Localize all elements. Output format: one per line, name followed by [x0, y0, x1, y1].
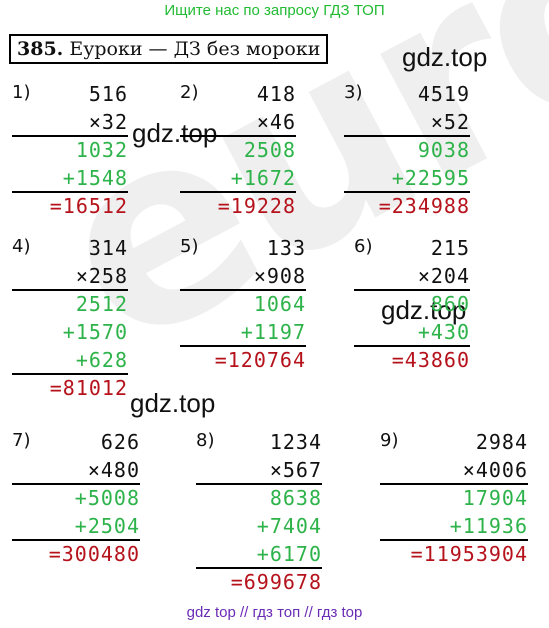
watermark-4: gdz.top [130, 388, 216, 418]
result: =11953904 [410, 542, 528, 566]
partial-product: +6170 [256, 542, 322, 566]
product-line [380, 483, 528, 485]
partial-product: 17904 [462, 486, 528, 510]
top-banner: Ищите нас по запросу ГДЗ ТОП [164, 2, 385, 19]
sum-line [344, 191, 470, 193]
partial-product: +1672 [230, 166, 296, 190]
partial-product: +2504 [74, 514, 140, 538]
problem-label: 4) [12, 236, 31, 257]
problem-3: 3) 4519 ×52 9038 +22595 =234988 [344, 80, 470, 220]
partial-product: 2508 [243, 138, 296, 162]
result: =699678 [230, 570, 322, 594]
partial-product: 1064 [253, 292, 306, 316]
sum-line [12, 373, 128, 375]
problem-label: 3) [344, 82, 363, 103]
product-line [12, 289, 128, 291]
problem-9: 9) 2984 ×4006 17904 +11936 =11953904 [380, 428, 528, 568]
partial-product: 2512 [75, 292, 128, 316]
result: =16512 [49, 194, 128, 218]
multiplicand: 2984 [475, 430, 528, 454]
sum-line [354, 345, 470, 347]
problem-5: 5) 133 ×908 1064 +1197 =120764 [180, 234, 306, 374]
partial-product: +5008 [74, 486, 140, 510]
problem-label: 6) [354, 236, 373, 257]
product-line [12, 135, 128, 137]
exercise-header: 385. Еуроки — ДЗ без мороки [9, 34, 329, 64]
partial-product: +22595 [391, 166, 470, 190]
product-line [196, 483, 322, 485]
partial-product: 8638 [269, 486, 322, 510]
problem-7: 7) 626 ×480 +5008 +2504 =300480 [12, 428, 140, 568]
result: =19228 [217, 194, 296, 218]
multiplicand: 1234 [269, 430, 322, 454]
partial-product: +1548 [62, 166, 128, 190]
multiplicand: 133 [266, 236, 306, 260]
watermark-2: gdz.top [402, 42, 488, 72]
product-line [12, 483, 140, 485]
partial-product: +628 [75, 348, 128, 372]
multiplier: ×32 [88, 110, 128, 134]
problem-label: 8) [196, 430, 215, 451]
product-line [180, 135, 296, 137]
sum-line [180, 191, 296, 193]
problem-label: 5) [180, 236, 199, 257]
partial-product: 1032 [75, 138, 128, 162]
result: =120764 [214, 348, 306, 372]
product-line [180, 289, 306, 291]
result: =81012 [49, 376, 128, 400]
footer-text: gdz top // гдз топ // гдз top [186, 604, 363, 621]
multiplicand: 516 [88, 82, 128, 106]
multiplicand: 314 [88, 236, 128, 260]
watermark-3: gdz.top [381, 295, 467, 325]
problem-8: 8) 1234 ×567 8638 +7404 +6170 =699678 [196, 428, 322, 598]
multiplier: ×908 [253, 264, 306, 288]
partial-product: 860 [430, 292, 470, 316]
product-line [344, 135, 470, 137]
multiplier: ×567 [269, 458, 322, 482]
problem-6: 6) 215 ×204 860 +430 =43860 [354, 234, 470, 374]
partial-product: 9038 [417, 138, 470, 162]
product-line [354, 289, 470, 291]
result: =43860 [391, 348, 470, 372]
partial-product: +1570 [62, 320, 128, 344]
problem-4: 4) 314 ×258 2512 +1570 +628 =81012 [12, 234, 128, 404]
problem-1: 1) 516 ×32 1032 +1548 =16512 [12, 80, 128, 220]
multiplicand: 626 [100, 430, 140, 454]
multiplier: ×204 [417, 264, 470, 288]
partial-product: +11936 [449, 514, 528, 538]
multiplicand: 418 [256, 82, 296, 106]
problem-2: 2) 418 ×46 2508 +1672 =19228 [180, 80, 296, 220]
multiplier: ×52 [430, 110, 470, 134]
result: =300480 [48, 542, 140, 566]
problem-label: 1) [12, 82, 31, 103]
partial-product: +430 [417, 320, 470, 344]
sum-line [12, 191, 128, 193]
problem-label: 7) [12, 430, 31, 451]
multiplicand: 215 [430, 236, 470, 260]
sum-line [12, 539, 140, 541]
multiplicand: 4519 [417, 82, 470, 106]
problem-label: 2) [180, 82, 199, 103]
watermark-1: gdz.top [132, 118, 218, 148]
problem-label: 9) [380, 430, 399, 451]
sum-line [196, 567, 322, 569]
result: =234988 [378, 194, 470, 218]
exercise-title: Еуроки — ДЗ без мороки [63, 38, 321, 60]
multiplier: ×258 [75, 264, 128, 288]
multiplier: ×4006 [462, 458, 528, 482]
sum-line [180, 345, 306, 347]
partial-product: +7404 [256, 514, 322, 538]
sum-line [380, 539, 528, 541]
multiplier: ×480 [87, 458, 140, 482]
multiplier: ×46 [256, 110, 296, 134]
exercise-number: 385. [17, 38, 64, 60]
partial-product: +1197 [240, 320, 306, 344]
